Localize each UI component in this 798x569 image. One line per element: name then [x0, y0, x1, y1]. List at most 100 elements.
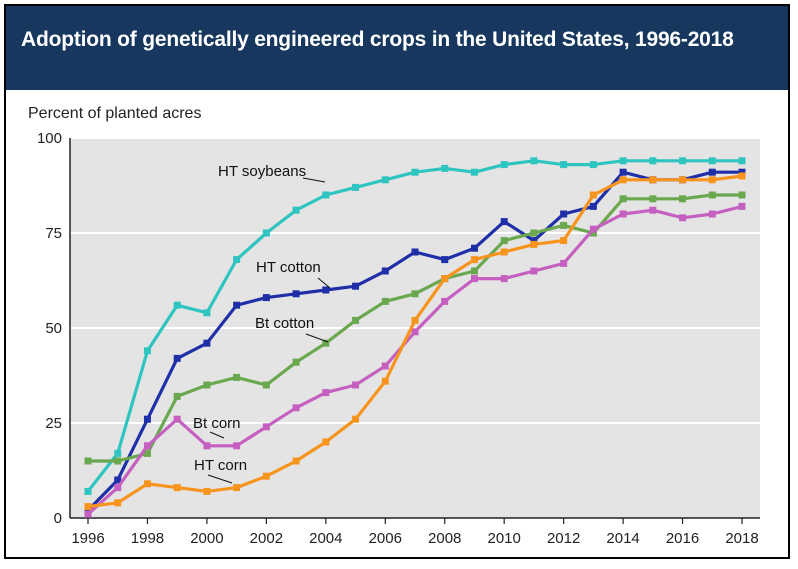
- bt-cotton-point: [619, 195, 627, 203]
- ht-cotton-point: [352, 282, 360, 290]
- bt-corn-point: [381, 362, 389, 370]
- x-tick-label: 1996: [71, 530, 104, 547]
- bt-cotton-point: [114, 457, 122, 465]
- ht-corn-point: [738, 172, 746, 180]
- x-tick-label: 1998: [131, 530, 164, 547]
- x-tick-label: 2016: [666, 530, 699, 547]
- y-tick-label: 75: [45, 225, 62, 242]
- bt-cotton-point: [143, 449, 151, 457]
- bt-corn-point: [649, 206, 657, 214]
- y-axis-title: Percent of planted acres: [28, 105, 201, 122]
- ht-cotton-point: [619, 168, 627, 176]
- ht-cotton-point: [322, 286, 330, 294]
- ht-cotton-point: [708, 168, 716, 176]
- ht-cotton-point: [114, 476, 122, 484]
- bt-cotton-point: [649, 195, 657, 203]
- bt-cotton-point: [352, 316, 360, 324]
- ht-soybeans-leader-line: [302, 177, 326, 183]
- y-tick-label: 0: [54, 510, 62, 527]
- ht-soybeans-point: [352, 183, 360, 191]
- bt-cotton-point: [411, 290, 419, 298]
- bt-cotton-point: [708, 191, 716, 199]
- ht-cotton-label: HT cotton: [256, 259, 321, 276]
- title-bar: Adoption of genetically engineered crops…: [6, 6, 788, 90]
- ht-soybeans-point: [114, 449, 122, 457]
- ht-soybeans-point: [173, 301, 181, 309]
- ht-corn-point: [679, 176, 687, 184]
- ht-cotton-point: [589, 202, 597, 210]
- ht-corn-point: [292, 457, 300, 465]
- bt-cotton-point: [738, 191, 746, 199]
- bt-corn-point: [589, 225, 597, 233]
- ht-cotton-point: [560, 210, 568, 218]
- ht-cotton-point: [470, 244, 478, 252]
- bt-corn-point: [470, 275, 478, 283]
- ht-soybeans-point: [560, 161, 568, 169]
- bt-cotton-point: [173, 392, 181, 400]
- ht-corn-leader-line: [207, 474, 233, 484]
- bt-corn-point: [530, 267, 538, 275]
- ht-soybeans-point: [589, 161, 597, 169]
- ht-soybeans-point: [708, 157, 716, 165]
- ht-cotton-point: [500, 218, 508, 226]
- ht-corn-label: HT corn: [194, 457, 247, 474]
- ht-soybeans-point: [500, 161, 508, 169]
- bt-corn-point: [203, 442, 211, 450]
- bt-cotton-point: [233, 373, 241, 381]
- bt-cotton-label: Bt cotton: [255, 315, 314, 332]
- bt-cotton-point: [203, 381, 211, 389]
- ht-corn-point: [708, 176, 716, 184]
- bt-cotton-point: [589, 229, 597, 237]
- bt-corn-point: [173, 415, 181, 423]
- ht-corn-point: [84, 503, 92, 511]
- ht-soybeans-point: [530, 157, 538, 165]
- ht-soybeans-point: [679, 157, 687, 165]
- ht-soybeans-point: [470, 168, 478, 176]
- ht-soybeans-point: [203, 309, 211, 317]
- bt-corn-point: [738, 202, 746, 210]
- x-tick-label: 2000: [190, 530, 223, 547]
- ht-soybeans-point: [411, 168, 419, 176]
- bt-corn-point: [560, 259, 568, 267]
- bt-corn-point: [352, 381, 360, 389]
- bt-cotton-point: [470, 267, 478, 275]
- bt-cotton-point: [84, 457, 92, 465]
- bt-corn-point: [84, 510, 92, 518]
- bt-corn-point: [114, 484, 122, 492]
- bt-corn-point: [679, 214, 687, 222]
- chart-title: Adoption of genetically engineered crops…: [21, 28, 734, 51]
- bt-cotton-point: [500, 237, 508, 245]
- ht-cotton-point: [233, 301, 241, 309]
- x-tick-label: 2004: [309, 530, 342, 547]
- ht-cotton-point: [411, 248, 419, 256]
- bt-corn-point: [233, 442, 241, 450]
- bt-corn-point: [500, 275, 508, 283]
- ht-cotton-point: [381, 267, 389, 275]
- bt-corn-point: [292, 404, 300, 412]
- ht-cotton-point: [738, 168, 746, 176]
- ht-corn-point: [619, 176, 627, 184]
- ht-cotton-point: [530, 237, 538, 245]
- y-tick-label: 100: [37, 130, 62, 147]
- ht-corn-point: [233, 484, 241, 492]
- ht-cotton-point: [262, 294, 270, 302]
- ht-corn-point: [411, 316, 419, 324]
- x-tick-label: 2002: [250, 530, 283, 547]
- bt-corn-point: [322, 389, 330, 397]
- x-tick-label: 2010: [487, 530, 520, 547]
- bt-cotton-point: [381, 297, 389, 305]
- x-tick-label: 2018: [725, 530, 758, 547]
- y-tick-label: 50: [45, 320, 62, 337]
- ht-cotton-point: [292, 290, 300, 298]
- ht-corn-point: [143, 480, 151, 488]
- ht-corn-point: [203, 487, 211, 495]
- bt-corn-label: Bt corn: [193, 415, 241, 432]
- ht-soybeans-point: [619, 157, 627, 165]
- ht-corn-point: [262, 472, 270, 480]
- ht-corn-point: [589, 191, 597, 199]
- ht-corn-point: [381, 377, 389, 385]
- bt-cotton-point: [292, 358, 300, 366]
- ht-soybeans-point: [441, 164, 449, 172]
- ht-soybeans-point: [292, 206, 300, 214]
